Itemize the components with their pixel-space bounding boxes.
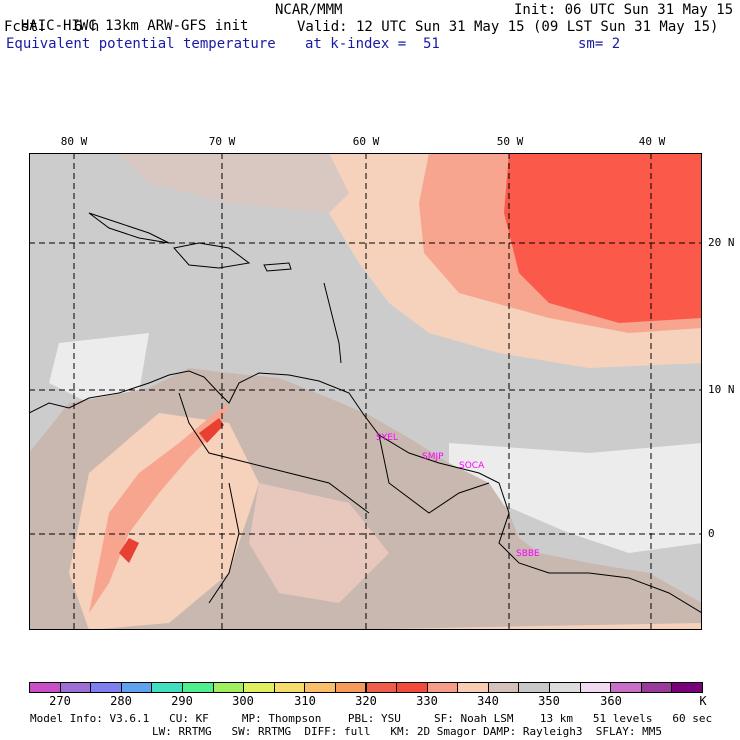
station-soca: SOCA <box>459 461 485 471</box>
colorbar-label-290: 290 <box>171 694 193 708</box>
coastlines <box>29 212 702 614</box>
border-brazil <box>208 482 240 604</box>
lon-label-40w: 40 W <box>638 135 666 148</box>
valid-time: Valid: 12 UTC Sun 31 May 15 (09 LST Sun … <box>297 19 719 35</box>
colorbar-unit: K <box>699 694 707 708</box>
white-area-east <box>449 443 702 553</box>
lon-label-80w: 80 W <box>60 135 88 148</box>
colorbar-swatch <box>243 682 275 693</box>
lon-label-50w: 50 W <box>496 135 524 148</box>
land-peach-west <box>69 413 259 630</box>
model-title: HAIC-HIWC 13km ARW-GFS init <box>20 18 249 34</box>
colorbar-swatch <box>273 682 306 693</box>
colorbar-swatch <box>181 682 214 693</box>
border-venezuela <box>178 392 370 514</box>
colorbar-swatch <box>549 682 581 693</box>
colorbar-swatch <box>29 682 61 693</box>
colorbar-swatch <box>457 682 489 693</box>
colorbar-swatch <box>396 682 428 693</box>
colorbar-label-340: 340 <box>477 694 499 708</box>
colorbar-swatch <box>671 682 703 693</box>
lat-label-0: 0 <box>708 527 715 540</box>
land-peach-mid <box>249 483 389 603</box>
org-label: NCAR/MMM <box>275 2 343 18</box>
colorbar-swatch <box>90 682 122 693</box>
init-time: Init: 06 UTC Sun 31 May 15 <box>514 2 734 18</box>
colorbar-label-360: 360 <box>600 694 622 708</box>
forecast-label: Fcst: <box>4 19 47 35</box>
field-name: Equivalent potential temperature <box>6 36 276 52</box>
colorbar-swatch <box>120 682 153 693</box>
lon-label-70w: 70 W <box>208 135 236 148</box>
peach-region-north <box>119 153 349 213</box>
andes-red-spots <box>119 418 224 563</box>
colorbar-swatch <box>518 682 551 693</box>
station-syel: SYEL <box>376 433 398 443</box>
colorbar-swatch <box>365 682 398 693</box>
theta-e-map: SYEL SMJP SOCA SBBE <box>29 153 702 630</box>
colorbar-swatch <box>487 682 520 693</box>
coast-puerto-rico <box>263 262 292 272</box>
colorbar-swatch <box>334 682 367 693</box>
smoothing: sm= 2 <box>578 36 621 52</box>
lat-label-20n: 20 N <box>708 236 735 249</box>
map-border <box>29 153 702 630</box>
border-guianas <box>378 434 490 514</box>
colorbar-swatch <box>304 682 336 693</box>
red-core <box>504 153 702 323</box>
colorbar-swatch <box>640 682 673 693</box>
colorbar-label-320: 320 <box>355 694 377 708</box>
colorbar-label-350: 350 <box>538 694 560 708</box>
coast-south-america-north <box>29 370 702 614</box>
forecast-hour: 6 h <box>74 19 100 35</box>
lon-label-60w: 60 W <box>352 135 380 148</box>
colorbar-swatch <box>579 682 612 693</box>
colorbar-swatch <box>212 682 245 693</box>
footer-physics: LW: RRTMG SW: RRTMG DIFF: full KM: 2D Sm… <box>152 725 662 738</box>
graticule <box>29 153 702 630</box>
colorbar-label-270: 270 <box>49 694 71 708</box>
antilles-arc <box>323 282 342 364</box>
colorbar-swatch <box>426 682 459 693</box>
colorbar-swatch <box>610 682 642 693</box>
colorbar-label-280: 280 <box>110 694 132 708</box>
level-index: at k-index = 51 <box>305 36 440 52</box>
lat-label-10n: 10 N <box>708 383 735 396</box>
colorbar-swatch <box>59 682 92 693</box>
colorbar-label-330: 330 <box>416 694 438 708</box>
colorbar-label-300: 300 <box>232 694 254 708</box>
colorbar-swatch <box>151 682 183 693</box>
land-peach-east <box>329 623 702 630</box>
station-sbbe: SBBE <box>516 549 540 559</box>
colorbar-label-310: 310 <box>294 694 316 708</box>
footer-model-info: Model Info: V3.6.1 CU: KF MP: Thompson P… <box>30 712 713 725</box>
station-smjp: SMJP <box>422 452 444 462</box>
